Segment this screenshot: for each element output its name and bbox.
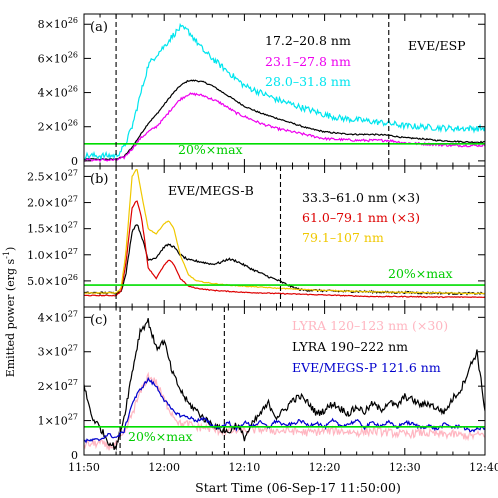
x-tick-label: 12:30 <box>389 461 421 474</box>
x-tick-label: 11:50 <box>68 461 100 474</box>
series-line-3 <box>84 22 485 161</box>
legend-entry: 28.0–31.8 nm <box>265 74 351 89</box>
y-tick-label: 4×1027 <box>38 309 78 324</box>
y-tick-label: 0 <box>71 155 78 168</box>
legend-entry: 33.3–61.0 nm (×3) <box>302 190 420 205</box>
y-tick-label: 1×1027 <box>38 413 78 428</box>
legend-entry: LYRA 190–222 nm <box>292 339 408 354</box>
panels: 0 2×1026 4×1026 6×1026 8×1026 (a) EVE/ESP 17.2–… <box>27 13 498 474</box>
threshold-label: 20%×max <box>178 142 243 157</box>
y-tick-label: 2.5×1027 <box>27 168 78 183</box>
series-line-1 <box>84 371 485 451</box>
y-tick-label: 4×1026 <box>38 85 78 100</box>
legend-entry: 79.1–107 nm <box>302 230 384 245</box>
y-tick-label: 5.0×1026 <box>27 273 78 288</box>
series-line-1 <box>84 79 485 161</box>
y-tick-label: 1.5×1027 <box>27 221 78 236</box>
series-line-1 <box>84 224 485 296</box>
legend-entry: LYRA 120–123 nm (×30) <box>292 318 448 333</box>
x-axis-label: Start Time (06-Sep-17 11:50:00) <box>195 480 401 495</box>
panel-2: 5.0×1026 1.0×1027 1.5×1027 2.0×1027 2.5×1027… <box>27 165 486 308</box>
y-tick-label: 6×1026 <box>38 50 78 65</box>
y-tick-label: 8×1026 <box>38 16 78 31</box>
y-tick-label: 2×1026 <box>38 119 78 134</box>
legend-entry: EVE/MEGS-P 121.6 nm <box>292 360 441 375</box>
legend-entry: 23.1–27.8 nm <box>265 54 351 69</box>
threshold-label: 20%×max <box>388 266 453 281</box>
panel-label: (c) <box>90 313 107 328</box>
instrument-label: EVE/ESP <box>408 38 466 53</box>
panel-label: (b) <box>90 172 108 187</box>
series-line-2 <box>84 318 485 451</box>
y-tick-label: 0 <box>71 449 78 462</box>
instrument-label: EVE/MEGS-B <box>168 183 254 198</box>
x-tick-labels: 11:50 12:00 12:10 12:20 12:30 12:40 <box>68 461 498 474</box>
threshold-label: 20%×max <box>128 429 193 444</box>
series-line-2 <box>84 200 485 299</box>
series-line-3 <box>84 168 485 295</box>
panel-frame <box>83 306 486 456</box>
series-group <box>84 168 485 299</box>
panel-1: 0 2×1026 4×1026 6×1026 8×1026 (a) EVE/ESP 17.2–… <box>38 13 486 168</box>
y-tick-label: 1.0×1027 <box>27 247 78 262</box>
legend-entry: 61.0–79.1 nm (×3) <box>302 210 420 225</box>
x-tick-label: 12:40 <box>469 461 498 474</box>
x-tick-label: 12:10 <box>229 461 261 474</box>
y-axis-label: Emitted power (erg s-1) <box>2 247 17 378</box>
y-tick-label: 2×1027 <box>38 378 78 393</box>
x-tick-label: 12:00 <box>148 461 180 474</box>
x-tick-label: 12:20 <box>309 461 341 474</box>
panel-3: 0 1×1027 2×1027 3×1027 4×1027 (c) LYRA 120–123… <box>38 306 486 462</box>
y-tick-label: 2.0×1027 <box>27 195 78 210</box>
legend-entry: 17.2–20.8 nm <box>265 33 351 48</box>
panel-label: (a) <box>90 20 108 35</box>
y-tick-label: 3×1027 <box>38 344 78 359</box>
